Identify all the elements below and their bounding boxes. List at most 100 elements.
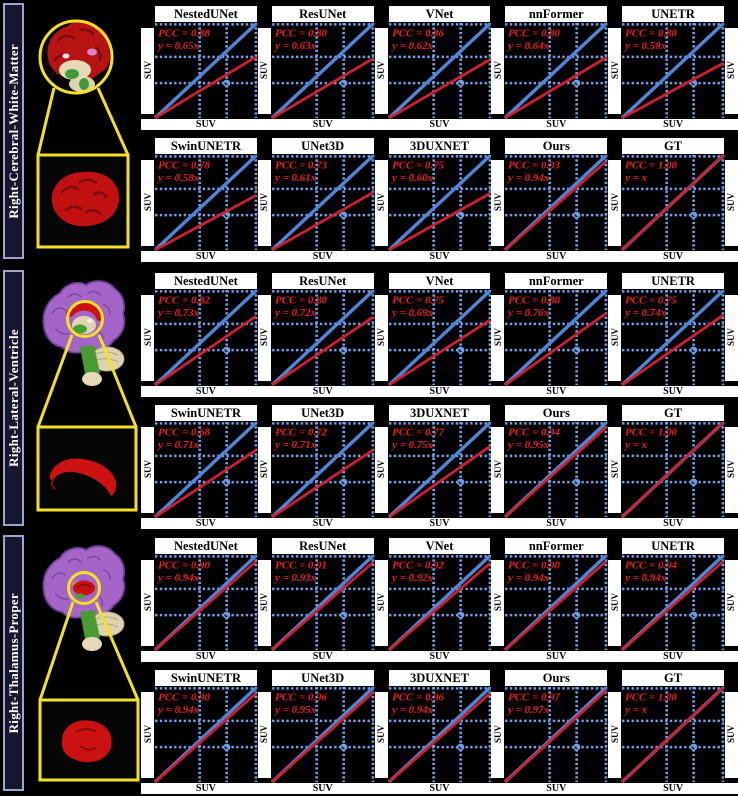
scatter-plot-panel: PCC = 0.72 y = 0.71x (270, 421, 375, 518)
y-axis-label: SUV (492, 328, 503, 347)
gridlines (271, 289, 375, 386)
y-axis-strip: SUV (374, 691, 388, 778)
y-axis-label: SUV (726, 593, 737, 612)
pcc-annotation: PCC = 0.90 (509, 561, 562, 572)
equation-annotation: y = 0.92x (390, 573, 434, 584)
scatter-plot-panel: PCC = 0.68 y = 0.71x (154, 421, 258, 518)
pcc-annotation: PCC = 1.00 (625, 693, 678, 704)
y-axis-label: SUV (142, 328, 153, 347)
regression-line (387, 318, 491, 386)
scatter-plot: PCC = 0.72y = 0.71x (270, 421, 375, 518)
scatter-plot-panel: PCC = 1.00 y = x (621, 154, 725, 251)
y-axis-label: SUV (259, 460, 270, 479)
panel-title: VNet (388, 6, 491, 22)
scatter-plot-panel: PCC = 0.97 y = 0.97x (504, 686, 609, 783)
panel-title: nnFormer (505, 6, 608, 22)
identity-line (154, 421, 258, 518)
brain-figure-svg (38, 545, 140, 782)
pcc-annotation: PCC = 0.77 (392, 428, 445, 439)
x-axis-label: SUV (546, 651, 567, 662)
data-point-marker (456, 743, 464, 751)
y-axis-strip: SUV (724, 159, 738, 246)
magnifier-funnel-left (36, 334, 74, 428)
x-axis-label: SUV (663, 119, 684, 130)
regression-line (154, 692, 258, 783)
equation-annotation: y = x (623, 173, 648, 184)
y-axis-strip: SUV (257, 294, 271, 381)
scatter-plot-panel: PCC = 0.92 y = 0.92x (387, 554, 492, 651)
gridlines (271, 154, 375, 251)
y-axis-label: SUV (142, 593, 153, 612)
y-axis-strip: SUV (374, 294, 388, 381)
data-point-marker (690, 211, 698, 219)
y-axis-label: SUV (726, 460, 737, 479)
scatter-plot-panel: PCC = 0.80 y = 0.72x (270, 289, 375, 386)
panel-title: UNet3D (271, 138, 374, 154)
scatter-plot-panel: PCC = 0.73 y = 0.61x (270, 154, 375, 251)
gridlines (505, 421, 608, 518)
pcc-annotation: PCC = 0.94 (625, 561, 677, 572)
regression-line (154, 55, 258, 119)
y-axis-label: SUV (376, 593, 387, 612)
y-axis-label: SUV (259, 593, 270, 612)
regression-line (504, 312, 608, 386)
identity-line (270, 154, 375, 251)
y-axis-label: SUV (492, 61, 503, 80)
x-axis-band: SUV SUV SUV SUV SUV (141, 386, 738, 397)
x-axis-label: SUV (663, 518, 684, 529)
y-axis-strip: SUV (141, 426, 154, 513)
y-axis-label: SUV (259, 328, 270, 347)
y-axis-strip: SUV (141, 159, 154, 246)
identity-line (621, 289, 725, 386)
panel-title: ResUNet (271, 6, 374, 22)
scatter-plot: PCC = 0.91y = 0.93x (270, 554, 375, 651)
highlight-circle (38, 19, 114, 95)
identity-line (154, 22, 258, 119)
y-axis-strip: SUV (141, 559, 154, 646)
scatter-plot-panel: PCC = 0.96 y = 0.94x (387, 686, 492, 783)
equation-annotation: y = x (623, 440, 648, 451)
data-point-marker (339, 743, 348, 751)
panel-title: Ours (505, 670, 608, 686)
y-axis-label: SUV (609, 328, 620, 347)
pcc-annotation: PCC = 0.86 (392, 29, 445, 40)
thalamus-in-circle (72, 580, 95, 599)
plot-row: SUV PCC = 0.68 y = 0.71x SUV PCC = 0.72 y = 0… (141, 421, 738, 518)
y-axis-strip: SUV (257, 159, 271, 246)
scatter-plot: PCC = 0.94y = 0.95x (504, 421, 608, 518)
gridlines (388, 154, 491, 251)
scatter-plot: PCC = 0.75y = 0.60x (387, 154, 492, 251)
regression-line (154, 560, 258, 651)
panel-title: NestedUNet (155, 273, 257, 289)
plot-row: SUV PCC = 0.90 y = 0.94x SUV PCC = 0.91 y = 0… (141, 554, 738, 651)
y-axis-label: SUV (726, 61, 737, 80)
panel-title: 3DUXNET (388, 670, 491, 686)
data-point-marker (222, 346, 231, 354)
scatter-plot: PCC = 0.90y = 0.94x (154, 554, 258, 651)
section-right-lateral-ventricle: Right-Lateral-Ventricle (0, 267, 738, 530)
gridlines (622, 554, 725, 651)
pcc-annotation: PCC = 0.80 (509, 296, 562, 307)
data-point-marker (339, 346, 348, 354)
panel-title: UNETR (622, 6, 724, 22)
gridlines (388, 289, 491, 386)
regression-line (621, 154, 725, 251)
gridlines (388, 554, 491, 651)
gridlines (388, 421, 491, 518)
pcc-annotation: PCC = 0.96 (275, 693, 328, 704)
regression-line (270, 315, 374, 386)
y-axis-label: SUV (142, 61, 153, 80)
scatter-plot: PCC = 0.96y = 0.94x (387, 686, 492, 783)
scatter-plot-panel: PCC = 0.86 y = 0.62x (387, 22, 492, 119)
data-point-marker (456, 79, 464, 87)
equation-annotation: y = 0.76x (506, 308, 550, 319)
pcc-annotation: PCC = 0.92 (392, 561, 445, 572)
scatter-plot: PCC = 0.90y = 0.94x (504, 554, 608, 651)
x-axis-band: SUV SUV SUV SUV SUV (141, 783, 738, 794)
scatter-plot-panel: PCC = 0.80 y = 0.64x (504, 22, 609, 119)
gridlines (155, 421, 258, 518)
scatter-plot: PCC = 1.00y = x (621, 154, 725, 251)
regression-line (387, 192, 491, 251)
panel-title-row: NestedUNet ResUNet VNet nnFormer UNETR (141, 538, 738, 554)
x-axis-label: SUV (195, 783, 216, 794)
